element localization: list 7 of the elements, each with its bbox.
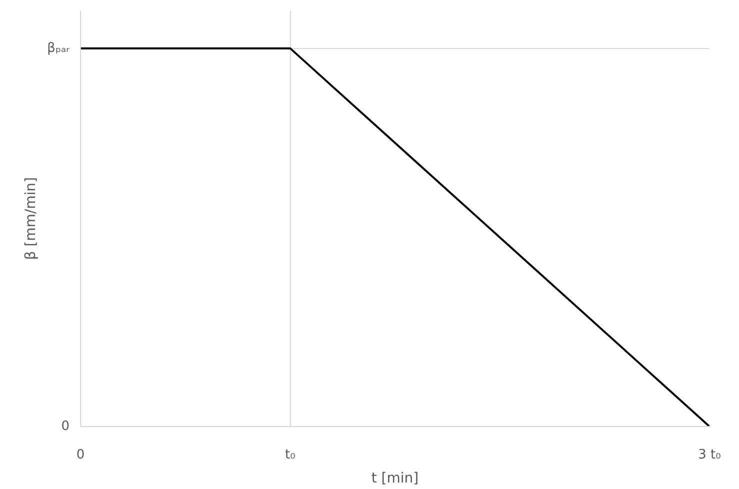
text: 0 [61, 419, 70, 434]
x-tick-label: t₀ [285, 448, 296, 462]
x-tick-label: 0 [76, 448, 85, 462]
y-axis-title: β [mm/min] [23, 177, 40, 260]
text: βₚₐᵣ [47, 40, 70, 56]
x-tick-label: 3 t₀ [698, 448, 721, 462]
x-axis-title: t [min] [371, 470, 419, 486]
